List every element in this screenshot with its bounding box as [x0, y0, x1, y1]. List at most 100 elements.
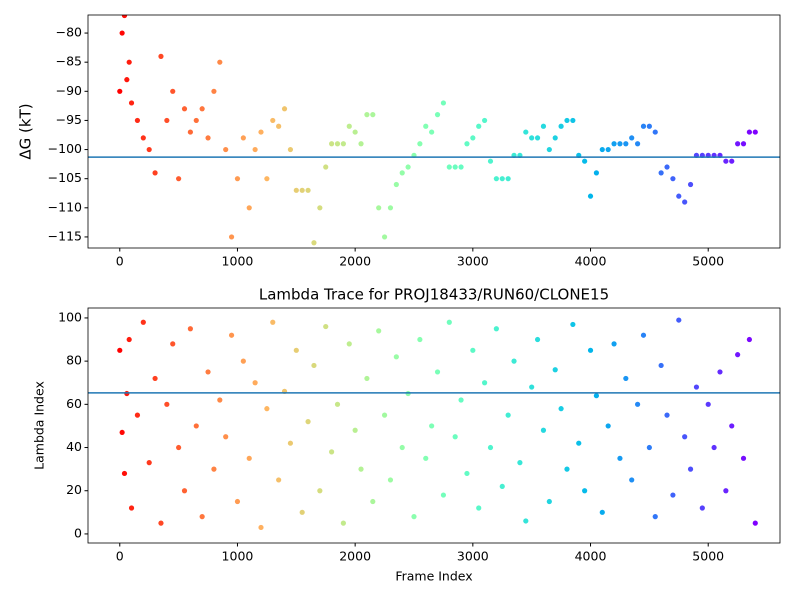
- point: [523, 518, 529, 524]
- point: [252, 380, 258, 386]
- point: [429, 129, 435, 135]
- point: [505, 176, 511, 182]
- point: [134, 117, 141, 124]
- point: [246, 205, 252, 211]
- point: [417, 336, 423, 343]
- point: [446, 164, 452, 170]
- point: [423, 455, 429, 461]
- point: [323, 164, 329, 170]
- point: [205, 369, 211, 375]
- x-tick-label: 2000: [339, 254, 371, 269]
- point: [505, 412, 511, 418]
- point: [146, 460, 152, 466]
- point: [423, 123, 429, 129]
- point: [723, 488, 729, 494]
- point: [605, 146, 611, 153]
- point: [387, 477, 394, 483]
- point: [552, 367, 558, 373]
- y-axis-label: Lambda Index: [32, 381, 47, 470]
- point: [434, 369, 441, 375]
- point: [752, 129, 758, 135]
- x-tick-label: 3000: [457, 549, 489, 564]
- point: [240, 358, 246, 364]
- point: [546, 498, 552, 505]
- point: [305, 187, 311, 193]
- point: [158, 520, 164, 526]
- point: [682, 199, 688, 205]
- point: [482, 117, 488, 124]
- point: [264, 406, 270, 412]
- point: [540, 123, 547, 129]
- point: [126, 59, 132, 65]
- x-tick-label: 4000: [575, 254, 607, 269]
- point: [381, 234, 388, 240]
- point: [634, 401, 641, 407]
- point: [687, 181, 694, 188]
- point: [629, 135, 635, 141]
- point: [164, 117, 170, 124]
- y-tick-label: 80: [66, 353, 82, 368]
- point: [158, 53, 164, 59]
- point: [346, 341, 352, 347]
- point: [134, 412, 141, 418]
- point: [370, 112, 376, 118]
- point: [199, 514, 205, 520]
- point: [570, 321, 576, 328]
- point: [152, 170, 158, 176]
- point: [405, 164, 411, 170]
- point: [334, 141, 341, 147]
- point: [664, 164, 670, 170]
- point: [611, 141, 617, 147]
- axes-frame: [87, 307, 781, 544]
- point: [487, 158, 494, 164]
- point: [658, 170, 664, 176]
- point: [387, 205, 394, 211]
- point: [117, 88, 123, 94]
- point: [152, 375, 158, 382]
- point: [228, 234, 235, 240]
- point: [121, 470, 128, 477]
- point: [287, 440, 294, 446]
- point: [340, 520, 346, 526]
- plot-area: [117, 15, 758, 246]
- point: [487, 444, 494, 451]
- x-axis-label: Frame Index: [395, 569, 472, 584]
- point: [682, 434, 688, 440]
- point: [264, 176, 270, 182]
- point: [476, 505, 482, 511]
- point: [582, 158, 588, 164]
- point: [376, 328, 382, 334]
- point: [658, 362, 664, 369]
- point: [329, 449, 335, 455]
- point: [729, 423, 735, 429]
- y-tick-label: −80: [56, 25, 82, 40]
- point: [693, 384, 700, 390]
- point: [458, 397, 464, 403]
- point: [205, 135, 211, 141]
- point: [199, 106, 205, 112]
- point: [287, 146, 294, 153]
- y-tick-label: −115: [48, 228, 82, 243]
- point: [223, 146, 229, 153]
- point: [446, 319, 452, 325]
- point: [640, 123, 647, 129]
- point: [281, 106, 288, 112]
- point: [452, 164, 458, 170]
- point: [529, 384, 535, 390]
- point: [126, 336, 132, 343]
- point: [587, 193, 594, 199]
- point: [558, 123, 564, 129]
- point: [334, 401, 341, 407]
- point: [440, 492, 447, 498]
- point: [429, 423, 435, 429]
- point: [121, 15, 128, 19]
- point: [646, 444, 652, 451]
- point: [329, 141, 335, 147]
- point: [417, 141, 423, 147]
- point: [311, 362, 317, 369]
- point: [476, 123, 482, 129]
- point: [570, 117, 576, 124]
- x-tick-label: 2000: [339, 549, 371, 564]
- point: [170, 88, 176, 94]
- point: [564, 466, 570, 472]
